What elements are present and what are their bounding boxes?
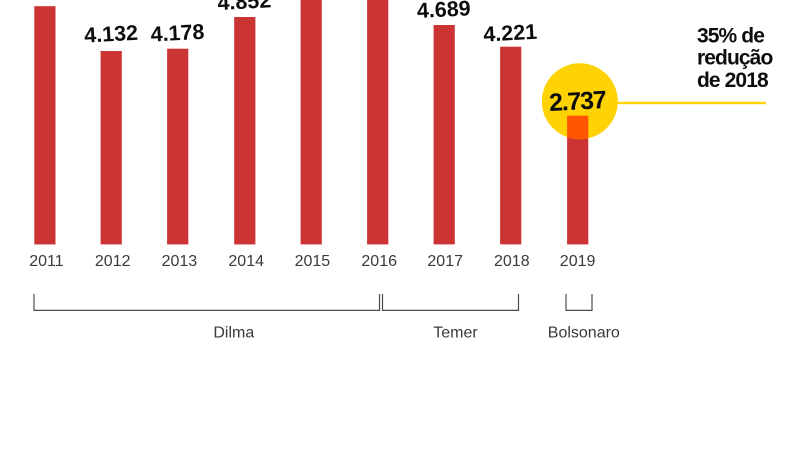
svg-text:Bolsonaro: Bolsonaro <box>548 325 620 342</box>
svg-text:4.221: 4.221 <box>483 20 538 47</box>
svg-text:35% de: 35% de <box>697 24 764 47</box>
svg-text:2017: 2017 <box>427 253 463 270</box>
svg-text:2012: 2012 <box>95 253 131 270</box>
svg-text:2018: 2018 <box>494 253 530 270</box>
svg-text:2.737: 2.737 <box>548 86 606 117</box>
svg-text:2014: 2014 <box>228 253 264 270</box>
svg-text:2011: 2011 <box>29 253 64 270</box>
svg-text:redução: redução <box>697 47 772 70</box>
svg-text:2016: 2016 <box>361 253 397 270</box>
svg-text:2015: 2015 <box>295 253 331 270</box>
svg-text:Dilma: Dilma <box>213 325 254 342</box>
svg-text:4.689: 4.689 <box>416 0 471 23</box>
svg-text:4.132: 4.132 <box>84 21 139 48</box>
svg-text:2019: 2019 <box>560 253 596 270</box>
svg-text:de 2018: de 2018 <box>697 69 769 92</box>
svg-text:2013: 2013 <box>162 253 198 270</box>
svg-text:4.852: 4.852 <box>217 0 272 15</box>
svg-text:Temer: Temer <box>433 325 478 342</box>
svg-text:4.178: 4.178 <box>150 20 205 47</box>
